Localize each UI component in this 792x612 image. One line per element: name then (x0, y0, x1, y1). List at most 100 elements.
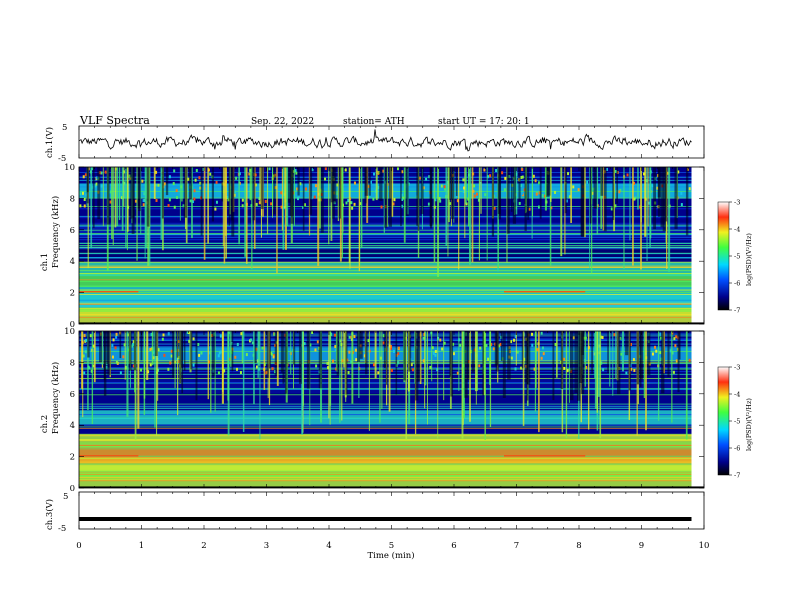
spec-speck (314, 184, 317, 188)
spec-speck (214, 207, 217, 211)
spec-streak (124, 331, 126, 380)
spec-gap (612, 167, 615, 221)
spec-streak (657, 331, 660, 421)
spec-streak (584, 331, 586, 387)
spec-streak (276, 331, 279, 386)
spec-streak (615, 331, 617, 379)
spec-speck (192, 337, 195, 341)
spec-speck (331, 359, 334, 363)
y-tick-label: 0 (70, 484, 75, 494)
spec-speck (239, 371, 242, 375)
spec-speck (229, 357, 232, 361)
spec-gap (137, 167, 141, 209)
spec-gap (527, 167, 530, 220)
spec-streak (497, 167, 499, 268)
spec-line (79, 304, 704, 305)
spec-speck (367, 339, 370, 343)
spec-speck (83, 371, 86, 375)
spec-gap (408, 331, 412, 372)
spec-streak (475, 331, 477, 392)
spec-speck (351, 206, 354, 210)
spec-speck (397, 346, 400, 350)
spec-gap (569, 331, 574, 401)
spec-streak (160, 167, 163, 240)
spec-gap (539, 167, 542, 219)
spec-gap (450, 167, 455, 219)
spec-speck (104, 170, 107, 174)
spec-speck (521, 191, 524, 195)
spec-line (79, 457, 704, 459)
spec-gap (107, 331, 111, 376)
spec-streak (82, 331, 84, 418)
spec-streak (649, 167, 651, 248)
spec-speck (270, 202, 273, 206)
ch2-spectrogram-panel: 0 2 4 6 8 10 ch.2 Frequency (kHz) (40, 327, 705, 494)
spec-speck (434, 198, 437, 202)
spec-streak (154, 331, 156, 428)
spec-speck (204, 187, 207, 191)
spec-streak (685, 331, 688, 440)
ch2-colorbar-gradient (717, 366, 730, 476)
spec-line (79, 445, 704, 446)
spec-speck (393, 198, 396, 202)
spec-speck (377, 371, 380, 375)
spec-speck (473, 184, 476, 188)
spec-gap (593, 167, 597, 209)
spec-gap (106, 331, 109, 365)
spec-line (79, 424, 704, 426)
spec-speck (626, 173, 629, 177)
spec-line (79, 442, 704, 444)
spec-speck (531, 332, 534, 336)
spec-streak (602, 167, 605, 231)
spec-streak (207, 331, 209, 400)
spec-speck (92, 344, 95, 348)
spec-speck (672, 370, 675, 374)
spec-speck (504, 176, 507, 180)
spec-streak (443, 331, 445, 401)
spec-gap (674, 167, 678, 229)
spec-speck (410, 363, 413, 367)
y-tick-label: 8 (70, 194, 75, 204)
spec-streak (121, 167, 124, 231)
spec-gap (574, 331, 578, 393)
date-label: Sep. 22, 2022 (251, 117, 314, 127)
spec-gap (87, 331, 90, 358)
spec-gap (416, 167, 418, 226)
spec-speck (443, 185, 446, 189)
ch1-spectrogram-panel: 0 2 4 6 8 10 ch.1 Frequency (kHz) (40, 163, 705, 330)
spec-speck (614, 169, 617, 173)
spec-streak (176, 331, 179, 416)
spec-speck (532, 174, 535, 178)
start-time-label: start UT = 17: 20: 1 (438, 117, 530, 127)
spec-speck (313, 195, 316, 199)
spec-speck (84, 350, 87, 354)
ch1-ylabel: ch.1(V) (44, 127, 55, 158)
spec-gap (298, 331, 302, 384)
spec-speck (173, 169, 176, 173)
spec-speck (418, 176, 421, 180)
spec-speck (538, 191, 541, 195)
spec-streak (293, 167, 295, 227)
spec-streak (431, 331, 433, 382)
spec-band (79, 261, 704, 277)
spec-speck (202, 167, 205, 171)
spec-speck (613, 333, 616, 337)
spec-streak (424, 331, 427, 386)
spec-speck (633, 197, 636, 201)
spec-speck (492, 347, 495, 351)
spec-speck (632, 358, 635, 362)
spec-speck (155, 198, 158, 202)
spec-speck (115, 332, 118, 336)
spec-line (79, 439, 704, 440)
spec-speck (541, 346, 544, 350)
spec-speck (538, 205, 541, 209)
spec-gap (385, 331, 388, 385)
spec-streak (339, 331, 341, 423)
spec-speck (372, 363, 375, 367)
spec-streak (374, 331, 377, 379)
spec-speck (334, 345, 337, 349)
spec-streak (671, 331, 673, 423)
spec-speck (299, 182, 302, 186)
spec-gap (482, 331, 484, 396)
spec-speck (392, 202, 395, 206)
